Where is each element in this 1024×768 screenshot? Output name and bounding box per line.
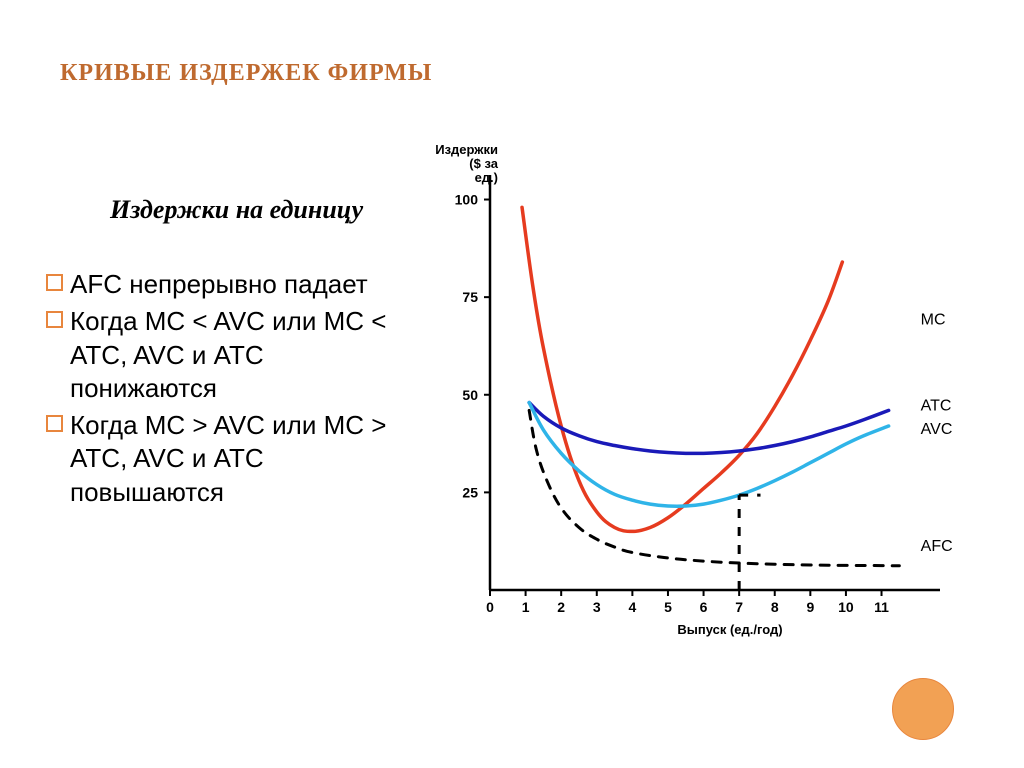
bullet-list: AFC непрерывно падает Когда MC < AVC или… [46, 268, 406, 513]
svg-text:3: 3 [593, 599, 601, 615]
svg-text:8: 8 [771, 599, 779, 615]
svg-text:4: 4 [628, 599, 636, 615]
svg-text:100: 100 [455, 192, 479, 208]
svg-text:Издержки: Издержки [435, 142, 498, 157]
svg-text:MC: MC [921, 311, 946, 328]
svg-text:1: 1 [522, 599, 530, 615]
svg-text:AFC: AFC [921, 538, 953, 555]
svg-text:50: 50 [462, 387, 478, 403]
svg-text:10: 10 [838, 599, 854, 615]
svg-text:75: 75 [462, 289, 478, 305]
svg-text:Выпуск (ед./год): Выпуск (ед./год) [677, 622, 782, 637]
bullet-item: Когда MC > AVC или MC > ATC, AVC и ATC п… [46, 409, 406, 509]
cost-curves-chart: 25 50 75 100 0 1 2 3 4 5 6 7 8 9 10 11 Выпуск (ед./год) И… [410, 140, 990, 690]
slide-title: КРИВЫЕ ИЗДЕРЖЕК ФИРМЫ [60, 60, 432, 87]
bullet-item: Когда MC < AVC или MC < ATC, AVC и ATC п… [46, 305, 406, 405]
svg-text:2: 2 [557, 599, 565, 615]
decorative-circle [892, 678, 954, 740]
svg-text:9: 9 [806, 599, 814, 615]
svg-text:($ за: ($ за [469, 156, 498, 171]
svg-text:6: 6 [700, 599, 708, 615]
svg-text:7: 7 [735, 599, 743, 615]
svg-text:25: 25 [462, 484, 478, 500]
svg-text:5: 5 [664, 599, 672, 615]
bullet-item: AFC непрерывно падает [46, 268, 406, 301]
svg-text:0: 0 [486, 599, 494, 615]
svg-text:11: 11 [874, 599, 889, 615]
svg-text:ед.): ед.) [475, 170, 498, 185]
chart-subtitle: Издержки на единицу [110, 195, 363, 225]
svg-text:AVC: AVC [921, 421, 953, 438]
svg-text:ATC: ATC [921, 397, 952, 414]
